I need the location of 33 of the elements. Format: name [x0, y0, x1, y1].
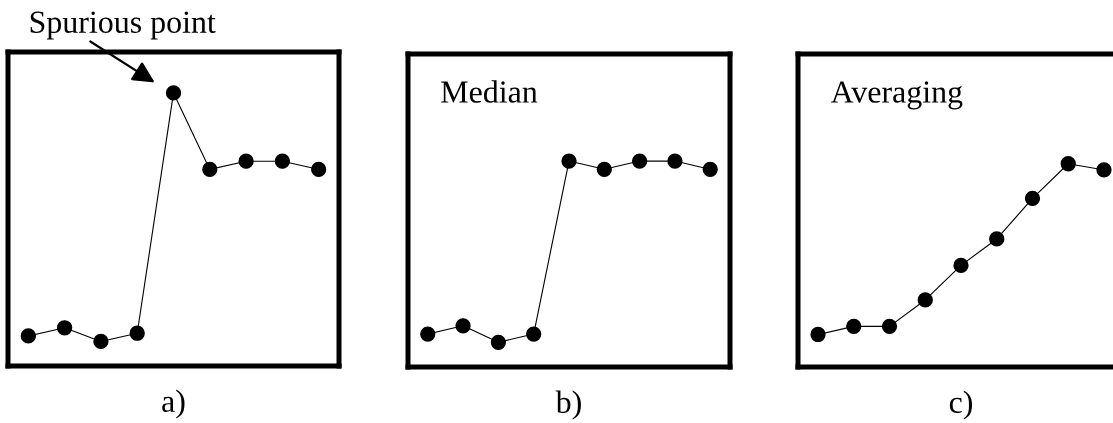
- point: [596, 161, 612, 177]
- point: [702, 161, 718, 177]
- point: [93, 333, 109, 350]
- point: [165, 85, 182, 101]
- point: [1096, 162, 1112, 178]
- point: [526, 326, 542, 342]
- chart-title: Averaging: [830, 81, 963, 110]
- point: [810, 326, 826, 343]
- x-axis-title: a): [162, 389, 185, 419]
- point: [953, 257, 969, 274]
- point: [667, 153, 683, 169]
- chart-title: Median: [441, 80, 538, 103]
- point: [1024, 190, 1041, 206]
- point: [989, 231, 1005, 247]
- point: [881, 318, 898, 334]
- point: [274, 153, 291, 169]
- point: [455, 318, 471, 334]
- point: [311, 161, 327, 178]
- text: Spurious point: [30, 11, 216, 40]
- point: [561, 153, 577, 169]
- point: [490, 334, 507, 350]
- x-axis-title: b): [555, 390, 581, 420]
- point: [631, 153, 648, 169]
- point: [56, 320, 73, 336]
- point: [846, 318, 862, 334]
- point: [238, 153, 254, 169]
- point: [1060, 156, 1076, 172]
- point: [129, 325, 145, 341]
- x-axis-title: c): [949, 390, 972, 420]
- point: [202, 161, 218, 178]
- point: [420, 326, 436, 342]
- point: [917, 292, 933, 308]
- point: [20, 328, 36, 344]
